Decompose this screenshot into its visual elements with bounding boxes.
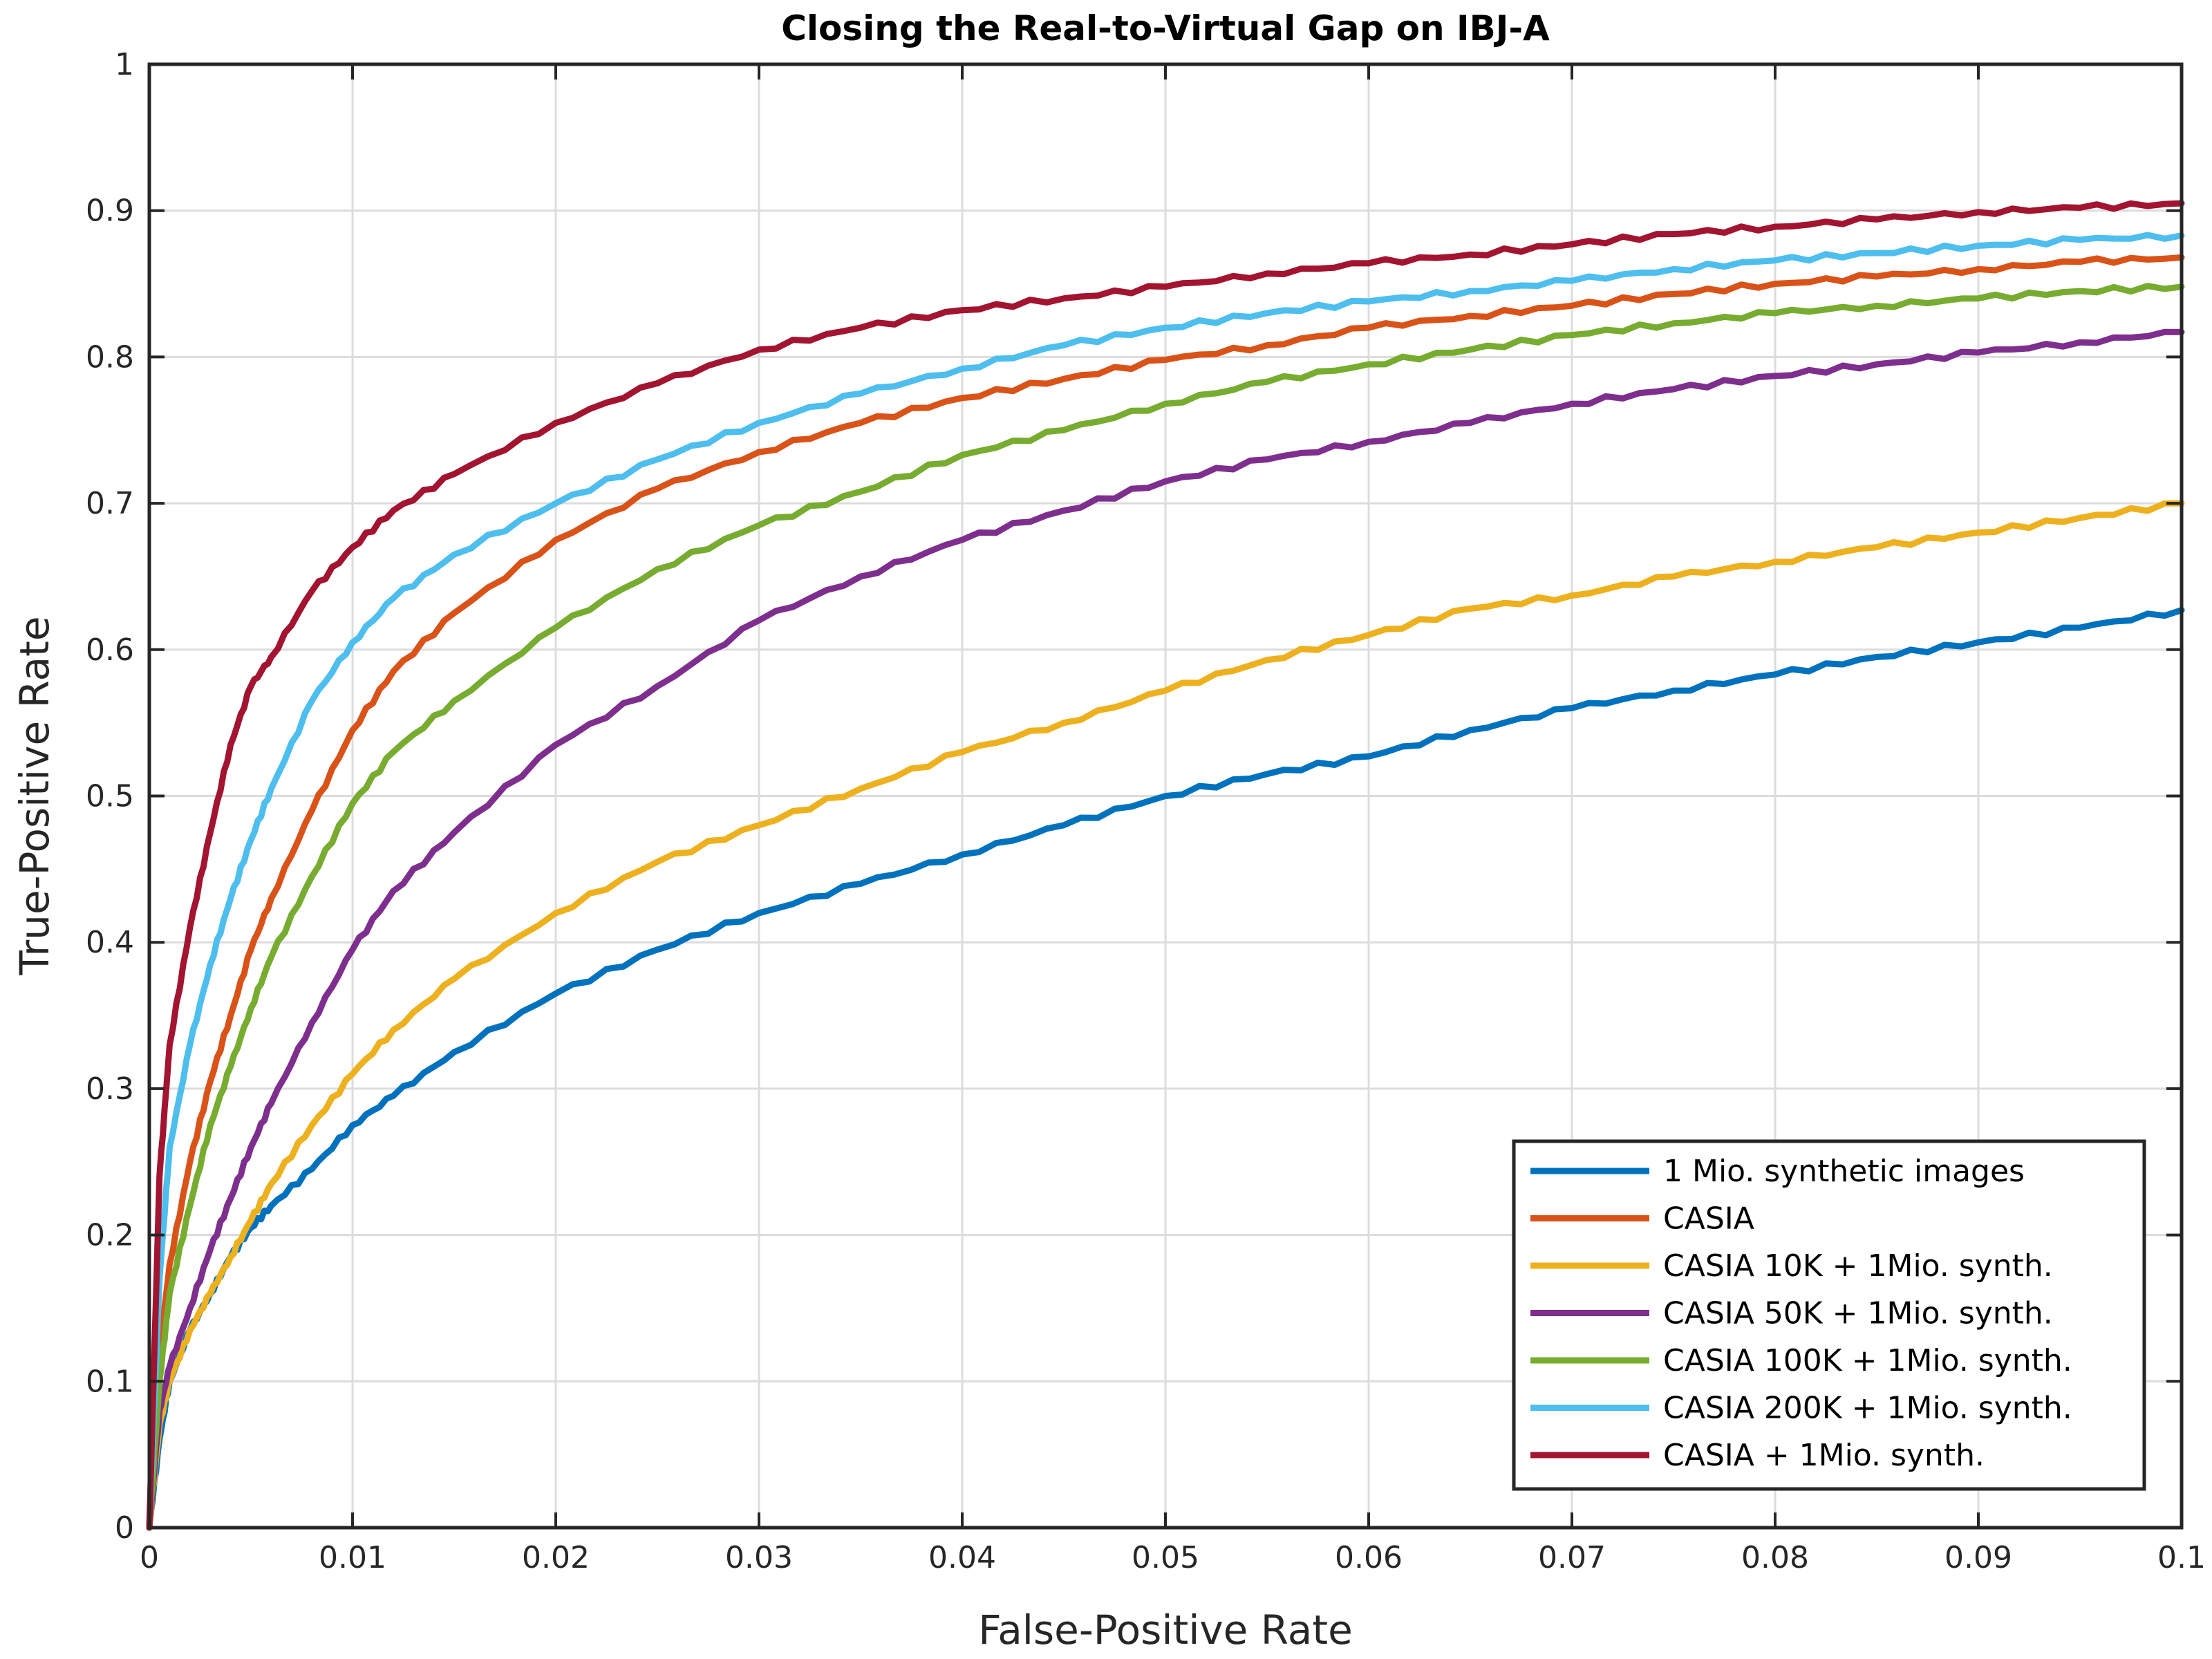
series-line-2	[146, 254, 2185, 1531]
series-lines	[146, 200, 2185, 1531]
legend-label: CASIA 200K + 1Mio. synth.	[1663, 1391, 2072, 1426]
x-axis-label: False-Positive Rate	[978, 1606, 1353, 1653]
x-tick-label: 0.07	[1538, 1540, 1606, 1575]
legend: 1 Mio. synthetic images CASIA CASIA 10K + …	[1512, 1139, 2146, 1491]
y-tick-label: 1	[115, 47, 134, 82]
y-tick-label: 0	[115, 1510, 134, 1546]
ticks: 0 0.01 0.02 0.03 0.04 0.05 0.06 0.07 0.08 0.09 0.1…	[86, 47, 2206, 1575]
y-tick-label: 0.2	[86, 1218, 134, 1253]
chart-title: Closing the Real-to-Virtual Gap on IBJ-A	[781, 8, 1550, 48]
series-line-5	[146, 283, 2185, 1531]
series-line-4	[146, 328, 2185, 1531]
y-tick-label: 0.7	[86, 486, 134, 521]
y-tick-label: 0.4	[86, 925, 134, 960]
y-tick-label: 0.3	[86, 1071, 134, 1107]
y-axis-label: True-Positive Rate	[11, 616, 58, 975]
y-tick-label: 0.8	[86, 339, 134, 375]
x-tick-label: 0.05	[1132, 1540, 1199, 1575]
x-tick-label: 0.03	[725, 1540, 793, 1575]
x-tick-label: 0.02	[522, 1540, 590, 1575]
legend-label: CASIA + 1Mio. synth.	[1663, 1438, 1985, 1473]
series-line-6	[146, 232, 2185, 1531]
legend-label: CASIA	[1663, 1201, 1754, 1237]
legend-label: CASIA 50K + 1Mio. synth.	[1663, 1296, 2053, 1331]
x-tick-label: 0	[140, 1540, 159, 1575]
x-tick-label: 0.01	[319, 1540, 386, 1575]
y-tick-label: 0.5	[86, 779, 134, 814]
x-tick-label: 0.08	[1741, 1540, 1809, 1575]
x-tick-label: 0.09	[1944, 1540, 2012, 1575]
x-tick-label: 0.06	[1335, 1540, 1403, 1575]
series-line-3	[146, 500, 2185, 1531]
x-tick-label: 0.04	[928, 1540, 996, 1575]
y-tick-label: 0.6	[86, 632, 134, 668]
y-tick-label: 0.1	[86, 1364, 134, 1399]
legend-label: 1 Mio. synthetic images	[1663, 1154, 2025, 1189]
legend-label: CASIA 100K + 1Mio. synth.	[1663, 1343, 2072, 1378]
y-tick-label: 0.9	[86, 194, 134, 229]
x-tick-label: 0.1	[2157, 1540, 2206, 1575]
series-line-7	[146, 200, 2185, 1531]
legend-label: CASIA 10K + 1Mio. synth.	[1663, 1248, 2053, 1284]
